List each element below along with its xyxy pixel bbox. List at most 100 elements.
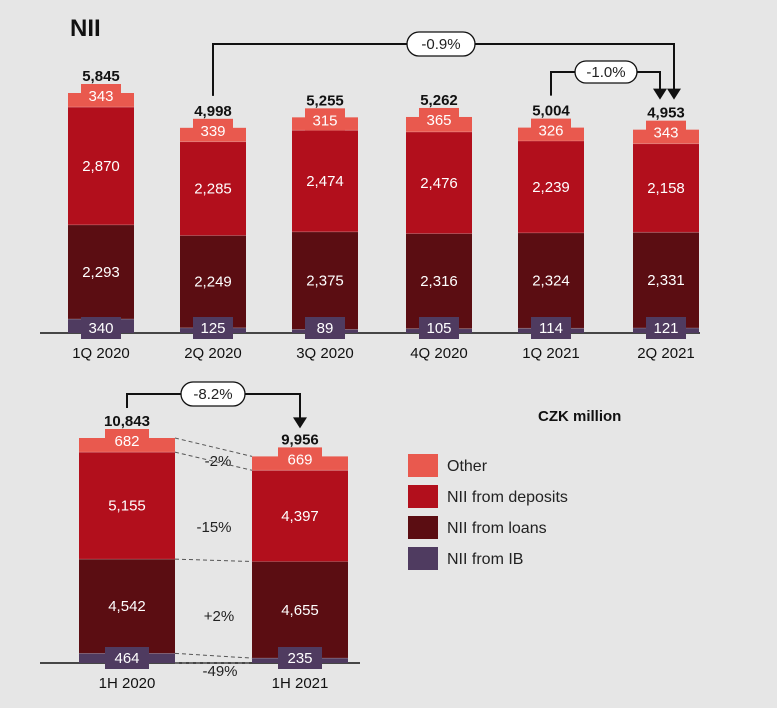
legend: Other NII from deposits NII from loans NII …	[408, 454, 568, 570]
change-label-half-year: -8.2%	[193, 386, 232, 403]
category-label: 1Q 2021	[522, 345, 580, 362]
legend-swatch-ib	[408, 547, 438, 570]
bar-segment-loans	[406, 233, 472, 329]
half-year-chart: 4,542 5,155 682 464 10,843 1H 2020 4,655 4,397 6…	[40, 381, 360, 692]
bar-segment-deposits	[252, 470, 348, 562]
other-label-box	[193, 118, 233, 141]
segment-label-loans: 2,316	[420, 273, 458, 290]
category-label: 1Q 2020	[72, 345, 130, 362]
chart-title: NII	[70, 15, 101, 42]
segment-label-loans: 2,249	[194, 274, 232, 291]
bar-segment-loans	[180, 235, 246, 328]
category-label: 2Q 2020	[184, 345, 242, 362]
legend-label-loans: NII from loans	[447, 520, 547, 537]
bar-segment-loans	[252, 561, 348, 659]
segment-label-other: 669	[287, 451, 312, 468]
unit-label: CZK million	[538, 408, 621, 425]
change-arrow-1h2020-1h2021-arrowhead	[293, 417, 307, 429]
segment-label-deposits: 2,474	[306, 173, 344, 190]
segment-connector-line	[174, 652, 253, 659]
segment-label-deposits: 2,285	[194, 181, 232, 198]
segment-label-ib: 121	[653, 320, 678, 337]
segment-label-loans: 4,655	[281, 602, 319, 619]
segment-label-ib: 114	[539, 320, 563, 337]
bar-total-label: 5,262	[420, 92, 458, 109]
legend-label-ib: NII from IB	[447, 551, 523, 568]
other-label-box	[81, 84, 121, 106]
change-label-loans: +2%	[204, 608, 234, 625]
segment-label-other: 365	[426, 112, 451, 129]
other-label-box	[278, 447, 322, 470]
change-label-ib: -49%	[202, 663, 237, 680]
segment-label-ib: 340	[88, 320, 113, 337]
segment-label-ib: 125	[200, 320, 225, 337]
other-label-box	[419, 107, 459, 130]
segment-label-ib: 105	[426, 320, 451, 337]
segment-connector-line	[174, 558, 253, 563]
segment-label-loans: 2,324	[532, 273, 570, 290]
segment-label-other: 682	[114, 433, 139, 450]
bar-segment-deposits	[518, 140, 584, 233]
ib-label-box	[278, 647, 322, 669]
segment-label-deposits: 2,476	[420, 175, 458, 192]
category-label: 1H 2020	[99, 675, 156, 692]
category-label: 4Q 2020	[410, 345, 468, 362]
segment-label-other: 326	[538, 123, 563, 140]
segment-label-loans: 4,542	[108, 598, 146, 615]
segment-label-ib: 89	[317, 320, 334, 337]
bar-total-label: 5,845	[82, 68, 120, 85]
legend-swatch-deposits	[408, 485, 438, 508]
bar-segment-loans	[68, 224, 134, 320]
ib-label-box	[531, 317, 571, 339]
ib-label-box	[81, 317, 121, 339]
other-label-box	[305, 108, 345, 131]
segment-label-ib: 464	[114, 650, 139, 667]
bar-segment-deposits	[633, 143, 699, 233]
change-arrow-1q2021-2q2021-arrowhead	[653, 88, 667, 100]
ib-label-box	[193, 317, 233, 339]
quarterly-chart: 2,293 2,870 343 340 5,845 1Q 2020 2,249 2,285 33…	[40, 31, 700, 362]
segment-label-other: 315	[312, 112, 337, 129]
other-label-box	[531, 118, 571, 141]
segment-label-loans: 2,331	[647, 272, 685, 289]
ib-label-box	[105, 647, 149, 669]
change-label-yoy-pill	[406, 31, 476, 57]
segment-connector-line	[174, 451, 253, 471]
segment-label-other: 343	[653, 125, 678, 142]
legend-label-other: Other	[447, 458, 488, 475]
segment-label-deposits: 5,155	[108, 498, 146, 515]
segment-label-loans: 2,375	[306, 273, 344, 290]
segment-label-other: 339	[200, 123, 225, 140]
bar-segment-deposits	[79, 452, 175, 560]
legend-swatch-loans	[408, 516, 438, 539]
bar-segment-loans	[292, 231, 358, 330]
change-label-qoq: -1.0%	[586, 64, 625, 81]
change-label-half-year-pill	[180, 381, 246, 407]
bar-segment-loans	[79, 559, 175, 654]
other-label-box	[646, 120, 686, 143]
bar-segment-deposits	[292, 130, 358, 232]
segment-label-ib: 235	[287, 650, 312, 667]
bar-total-label: 5,004	[532, 103, 570, 120]
segment-label-loans: 2,293	[82, 264, 120, 281]
ib-label-box	[305, 317, 345, 339]
bar-segment-deposits	[180, 141, 246, 236]
legend-swatch-other	[408, 454, 438, 477]
segment-connector-line	[174, 437, 253, 457]
category-label: 1H 2021	[272, 675, 329, 692]
bar-total-label: 4,998	[194, 103, 232, 120]
segment-label-deposits: 2,239	[532, 179, 570, 196]
bar-segment-deposits	[68, 107, 134, 225]
change-label-deposits: -15%	[196, 519, 231, 536]
category-label: 3Q 2020	[296, 345, 354, 362]
bar-total-label: 10,843	[104, 413, 150, 430]
change-label-other: -2%	[205, 453, 232, 470]
change-arrow-2q2020-2q2021-arrowhead	[667, 88, 681, 100]
ib-label-box	[646, 317, 686, 339]
segment-label-other: 343	[88, 88, 113, 105]
segment-label-deposits: 4,397	[281, 508, 319, 525]
change-label-qoq-pill	[574, 60, 638, 84]
bar-segment-loans	[633, 232, 699, 329]
